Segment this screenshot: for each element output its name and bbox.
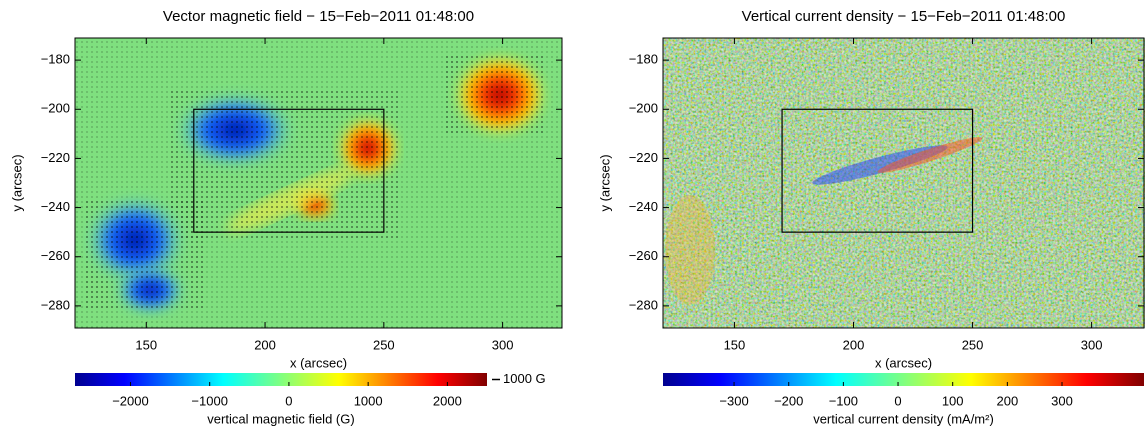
y-tick-label: −220 [41,150,70,165]
colorbar-tick-label: 300 [1051,393,1073,408]
y-tick-label: −260 [41,248,70,263]
region-box [193,108,385,233]
x-tick-label: 300 [1081,337,1103,352]
y-tick-label: −200 [629,101,658,116]
plot-frame [74,37,563,329]
magnetogram [75,38,562,328]
y-axis-label: y (arcsec) [597,154,612,211]
colorbar-tick-label: 2000 [433,393,462,408]
chart-title: Vertical current density − 15−Feb−2011 0… [742,8,1066,25]
y-tick-label: −200 [41,101,70,116]
y-tick-label: −240 [629,199,658,214]
current-density-map [663,38,1145,328]
x-tick-label: 250 [373,337,395,352]
colorbar-tick-label: −1000 [191,393,228,408]
x-tick-label: 200 [254,337,276,352]
y-tick-label: −260 [629,248,658,263]
colorbar-tick-label: −2000 [112,393,149,408]
region-box [781,108,974,233]
colorbar-tick-label: 100 [942,393,964,408]
colorbar-tick-label: 0 [894,393,901,408]
y-tick-label: −280 [41,297,70,312]
plot-frame [662,37,1145,329]
colorbar-tick-label: 200 [997,393,1019,408]
colorbar-label: vertical current density (mA/m²) [813,411,994,426]
colorbar [663,373,1144,386]
y-axis-label: y (arcsec) [9,154,24,211]
x-tick-label: 150 [724,337,746,352]
colorbar-label: vertical magnetic field (G) [207,411,354,426]
x-tick-label: 300 [492,337,514,352]
arrow-scale-label: 1000 G [503,371,546,386]
x-tick-label: 150 [135,337,157,352]
x-axis-label: x (arcsec) [290,355,347,370]
x-tick-label: 200 [843,337,865,352]
y-tick-label: −240 [41,199,70,214]
x-tick-label: 250 [962,337,984,352]
y-tick-label: −180 [629,52,658,67]
x-axis-label: x (arcsec) [875,355,932,370]
chart-title: Vector magnetic field − 15−Feb−2011 01:4… [163,8,474,25]
colorbar-tick-label: −100 [829,393,858,408]
colorbar [75,373,487,386]
y-tick-label: −220 [629,150,658,165]
colorbar-tick-label: 1000 [354,393,383,408]
colorbar-tick-label: −200 [774,393,803,408]
colorbar-tick-label: 0 [285,393,292,408]
y-tick-label: −280 [629,297,658,312]
colorbar-tick-label: −300 [719,393,748,408]
y-tick-label: −180 [41,52,70,67]
